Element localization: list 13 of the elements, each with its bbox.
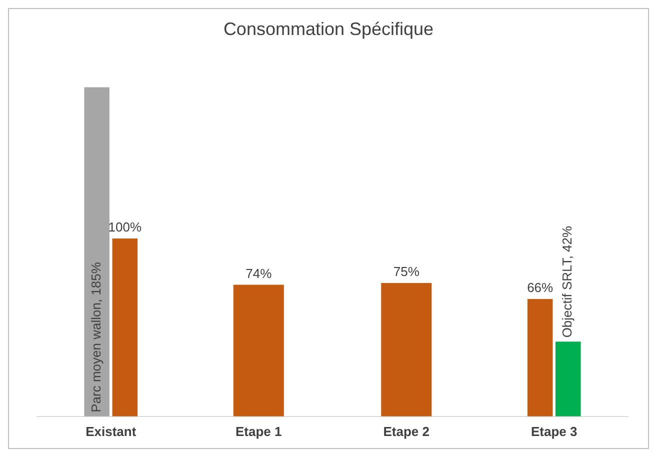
data-label: 100%: [108, 220, 142, 235]
data-label: 75%: [393, 264, 420, 280]
data-label: 66%: [527, 280, 554, 296]
x-tick-label: Etape 1: [236, 424, 282, 439]
data-label: 74%: [246, 266, 272, 281]
bar: [556, 342, 581, 416]
x-tick-label: Etape 3: [531, 424, 578, 439]
x-tick-label: Etape 2: [383, 424, 430, 439]
data-label: Parc moyen wallon, 185%: [88, 262, 104, 412]
x-tick-label: Existant: [86, 424, 137, 439]
data-label: Objectif SRLT, 42%: [560, 225, 575, 338]
bar: [84, 87, 110, 416]
chart-title: Consommation Spécifique: [223, 18, 434, 39]
